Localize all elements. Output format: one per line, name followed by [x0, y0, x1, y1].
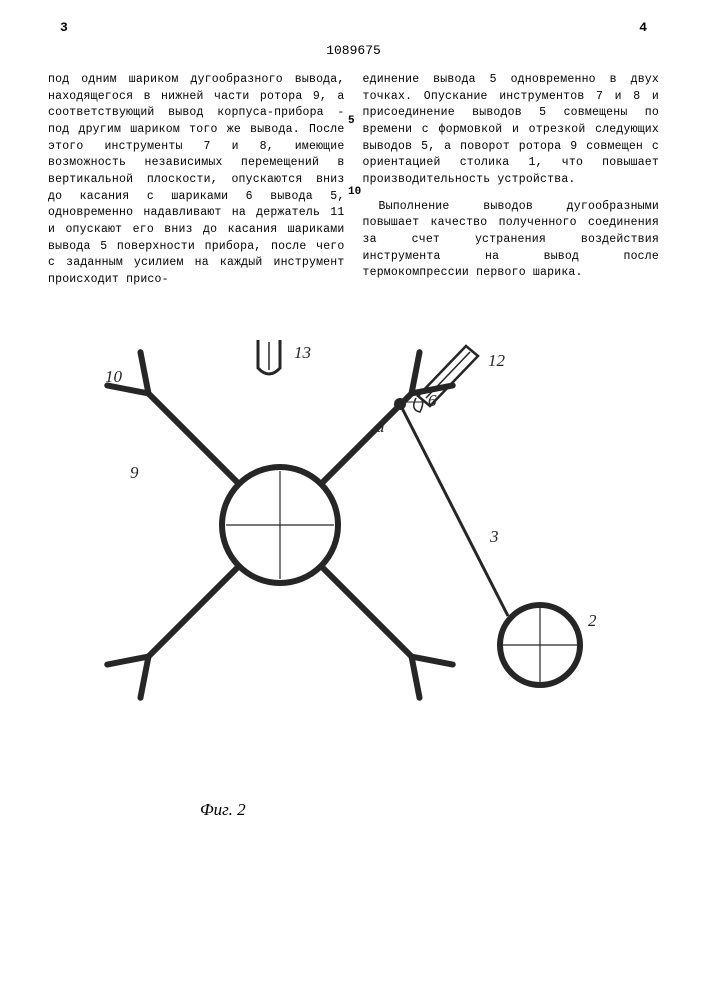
svg-text:9: 9	[130, 463, 139, 482]
column-left: под одним шариком дугообразного вывода, …	[48, 72, 345, 299]
col1-text: под одним шариком дугообразного вывода, …	[48, 72, 345, 289]
svg-text:6: 6	[428, 391, 437, 410]
page-num-right: 4	[639, 20, 647, 35]
page-header: 3 4	[0, 0, 707, 43]
svg-text:2: 2	[588, 611, 597, 630]
page-num-left: 3	[60, 20, 68, 35]
col2-p2: Выполнение выводов дугообразными повышае…	[363, 199, 660, 282]
document-number: 1089675	[0, 43, 707, 58]
figure-2: 10 13 12 6 а 3 2 9 Фиг. 2	[0, 310, 707, 870]
svg-text:3: 3	[489, 527, 499, 546]
col2-p1: единение вывода 5 одновременно в двух то…	[363, 72, 660, 189]
svg-text:а: а	[376, 417, 385, 436]
page-root: 3 4 1089675 под одним шариком дугообразн…	[0, 0, 707, 1000]
svg-text:13: 13	[294, 343, 311, 362]
column-right: единение вывода 5 одновременно в двух то…	[363, 72, 660, 299]
figure-caption: Фиг. 2	[200, 800, 246, 820]
svg-text:12: 12	[488, 351, 506, 370]
line-number-10: 10	[348, 186, 361, 198]
svg-text:10: 10	[105, 367, 123, 386]
figure-svg: 10 13 12 6 а 3 2 9	[0, 310, 707, 870]
line-number-5: 5	[348, 115, 355, 127]
